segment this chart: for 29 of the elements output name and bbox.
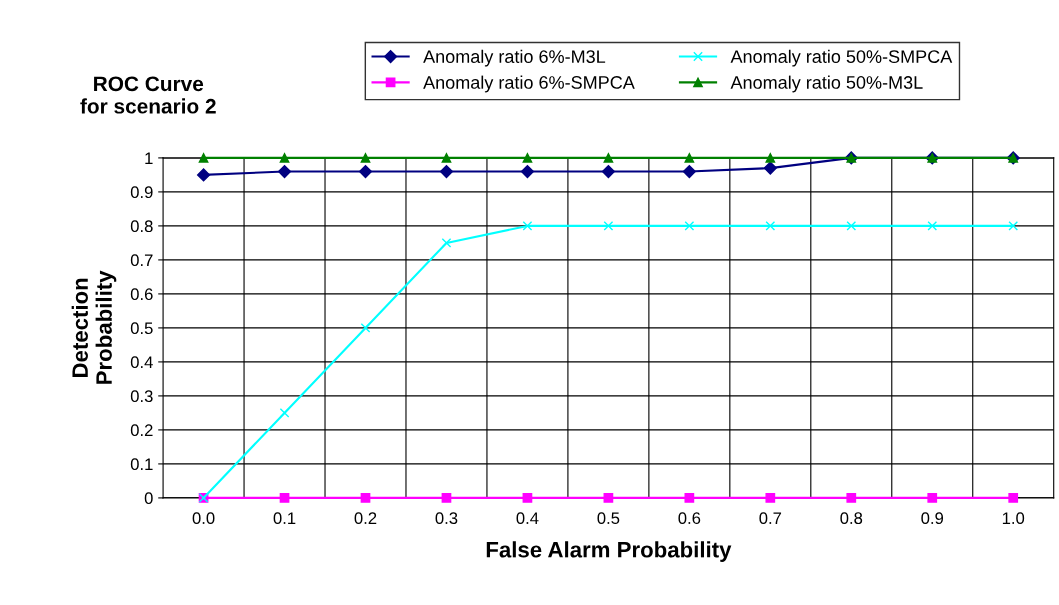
y-tick-label: 0.7 — [130, 254, 153, 267]
y-tick-label: 1 — [145, 152, 153, 164]
x-tick-label: 0.0 — [192, 512, 215, 525]
x-tick-label: 0.7 — [759, 512, 782, 525]
y-tick-label: 0.5 — [130, 322, 153, 335]
y-axis-title: Detection Probability — [71, 270, 117, 384]
y-tick-label: 0.6 — [130, 288, 153, 301]
x-tick-label: 0.3 — [435, 512, 458, 525]
y-tick-label: 0.4 — [130, 356, 153, 369]
x-tick-label: 0.6 — [678, 512, 701, 525]
x-tick-label: 0.9 — [921, 512, 944, 525]
y-tick-label: 0.9 — [130, 186, 153, 199]
legend-label: Anomaly ratio 6%-M3L — [423, 49, 606, 67]
legend-label: Anomaly ratio 6%-SMPCA — [423, 75, 635, 93]
x-tick-label: 0.1 — [273, 512, 296, 525]
legend-label: Anomaly ratio 50%-SMPCA — [730, 49, 953, 67]
x-tick-label: 0.8 — [840, 512, 863, 525]
y-tick-label: 0.2 — [130, 424, 153, 437]
x-tick-label: 0.2 — [354, 512, 377, 525]
x-tick-label: 0.5 — [597, 512, 620, 525]
legend-label: Anomaly ratio 50%-M3L — [730, 75, 923, 93]
chart-title: ROC Curve for scenario 2 — [80, 76, 216, 114]
y-tick-label: 0.1 — [130, 458, 153, 471]
x-tick-label: 0.4 — [516, 512, 539, 525]
x-axis-title: False Alarm Probability — [486, 541, 732, 562]
x-tick-label: 1.0 — [1002, 512, 1025, 525]
y-tick-label: 0.8 — [130, 220, 153, 233]
y-tick-label: 0 — [144, 492, 153, 505]
y-tick-label: 0.3 — [130, 390, 153, 403]
